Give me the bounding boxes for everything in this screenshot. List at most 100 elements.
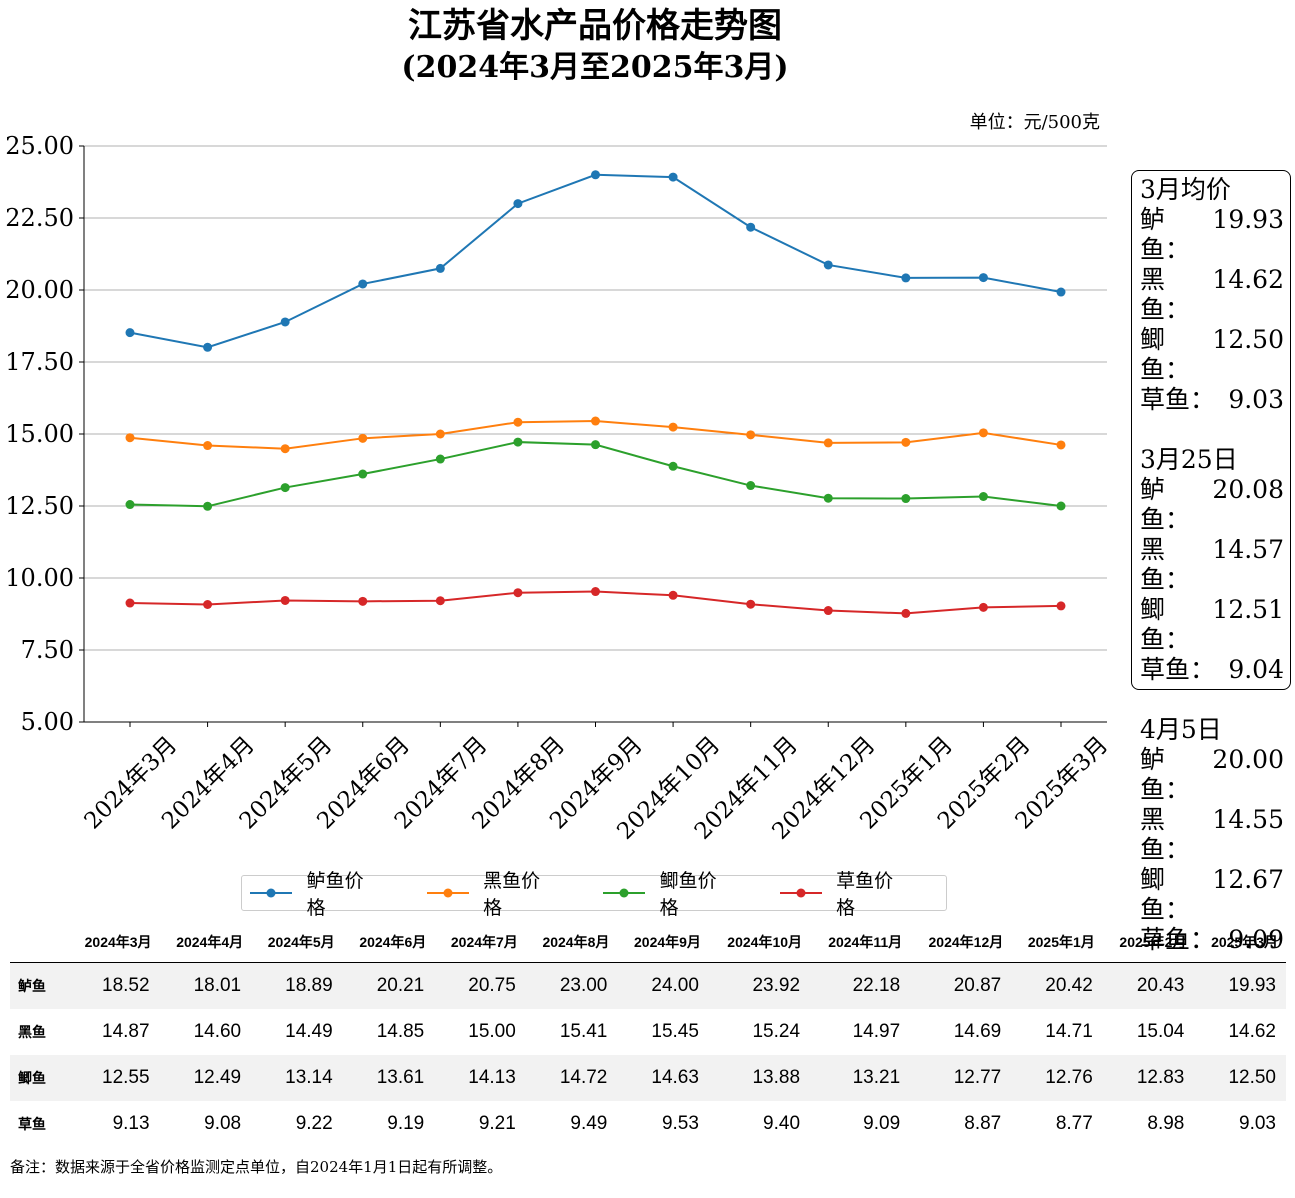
data-point [746,222,756,232]
data-point [746,481,756,491]
data-point [280,483,290,493]
table-column-header: 2024年9月 [617,922,709,963]
table-cell: 12.55 [68,1055,160,1101]
data-point [978,602,988,612]
data-point [358,279,368,289]
table-cell: 23.92 [708,962,811,1009]
legend-marker [779,888,822,898]
table-row-header: 草鱼 [18,1117,46,1133]
data-point [435,596,445,606]
table-cell: 20.75 [434,962,526,1009]
grid-lines [84,145,1107,723]
price-table: 2024年3月 2024年4月 2024年5月 2024年6月 2024年7月 2024年… [10,922,1286,1147]
table-column-header: 2024年10月 [708,922,811,963]
data-point [125,433,135,443]
y-tick-labels: 5.00 7.50 10.00 12.50 15.00 17.50 20.00 22.50 25… [5,132,74,736]
data-point [435,429,445,439]
table-cell: 9.22 [295,1113,333,1134]
table-cell: 18.89 [251,962,343,1009]
legend-label: 黑鱼价格 [483,870,541,919]
legend-marker [426,888,469,898]
info-label: 鲫鱼： [1140,325,1191,384]
table-cell: 14.71 [1045,1021,1093,1042]
info-label: 鲫鱼： [1140,865,1191,924]
data-point [978,273,988,283]
info-label: 黑鱼： [1140,805,1191,864]
table-cell: 8.77 [1055,1113,1093,1134]
data-point [1056,440,1066,450]
table-cell: 9.09 [863,1113,901,1134]
table-cell: 20.21 [342,962,435,1009]
table-cell: 9.49 [570,1113,608,1134]
data-point [203,441,213,451]
table-row: 黑鱼 14.87 14.60 14.49 14.85 15.00 15.41 15.45 15.… [10,1009,1286,1055]
table-cell: 12.76 [1011,1055,1103,1101]
table-row-header: 鲫鱼 [10,1055,68,1101]
table-column-header: 2025年3月 [1194,922,1286,963]
series-草鱼价格 [125,587,1066,618]
table-row: 草鱼 9.13 9.08 9.22 9.19 9.21 9.49 9.53 9.40 9.09 8.… [10,1101,1286,1147]
table-cell: 14.60 [193,1021,242,1042]
line-chart: 5.00 7.50 10.00 12.50 15.00 17.50 20.00 22.50 25… [5,132,1113,845]
table-cell: 13.88 [708,1055,811,1101]
table-cell: 12.50 [1194,1055,1286,1101]
info-value: 14.57 [1212,535,1284,564]
info-row: 黑鱼： 14.62 [1140,265,1284,325]
data-point [978,491,988,501]
table-cell: 8.98 [1147,1113,1185,1134]
data-point [358,433,368,443]
data-point [746,430,756,440]
info-row: 鲫鱼： 12.51 [1140,595,1284,655]
y-tick-label: 10.00 [5,564,74,592]
info-value: 20.08 [1212,475,1284,504]
data-point [125,500,135,510]
legend-dot [796,888,805,898]
table-column-header: 2025年2月 [1102,922,1195,963]
info-value: 14.62 [1212,265,1284,294]
table-cell: 12.83 [1102,1055,1195,1101]
table-cell: 22.18 [810,962,911,1009]
data-point [1056,501,1066,511]
data-point [746,599,756,609]
table-cell: 8.87 [964,1113,1002,1134]
series-line [129,441,1062,508]
info-value: 12.51 [1212,595,1284,624]
table-row: 鲈鱼 18.52 18.01 18.89 20.21 20.75 23.00 24.00 23.… [10,962,1286,1009]
legend-marker [603,888,645,898]
table-cell: 14.69 [953,1021,1002,1042]
data-point [591,440,600,450]
table-cell: 9.13 [112,1113,150,1134]
table-header-row: 2024年3月 2024年4月 2024年5月 2024年6月 2024年7月 2024年… [10,922,1286,963]
table-corner [10,922,68,963]
info-label: 草鱼： [1140,655,1216,684]
table-row-header: 鲈鱼 [10,962,68,1009]
table-cell: 12.77 [910,1055,1012,1101]
data-point [668,461,678,471]
table-cell: 20.43 [1102,962,1195,1009]
footnote: 备注：数据来源于全省价格监测定点单位，自2024年1月1日起有所调整。 [10,1158,503,1176]
info-row: 黑鱼： 14.57 [1140,535,1284,595]
data-point [901,494,911,504]
table-cell: 19.93 [1194,962,1286,1009]
price-info-box: 3月均价 鲈鱼： 19.93 黑鱼： 14.62 鲫鱼： 12.50 草鱼： 9.03 3月25日… [1131,170,1291,954]
axes [79,145,1107,727]
data-point [513,417,523,427]
y-tick-label: 7.50 [21,636,74,664]
table-cell: 24.00 [617,962,709,1009]
info-value: 12.50 [1212,325,1284,354]
info-block-title: 3月25日 [1140,445,1238,474]
table-column-header: 2024年11月 [810,922,911,963]
data-point [668,590,678,600]
table-column-header: 2024年3月 [68,922,160,963]
data-point [435,454,445,464]
table-cell: 14.63 [617,1055,709,1101]
y-tick-label: 15.00 [5,420,74,448]
series-鲈鱼价格 [125,170,1066,352]
data-point [280,595,290,605]
table-cell: 23.00 [525,962,618,1009]
y-tick-label: 17.50 [5,348,74,376]
y-tick-label: 12.50 [5,492,74,520]
data-point [203,501,213,511]
table-cell: 9.40 [763,1113,801,1134]
data-point [668,172,678,182]
